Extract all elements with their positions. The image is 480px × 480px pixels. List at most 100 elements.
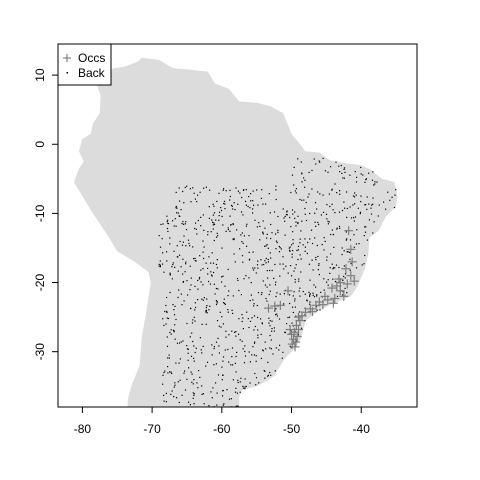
background-point — [232, 379, 234, 381]
background-point — [385, 208, 387, 210]
occurrence-point — [311, 300, 321, 310]
background-point — [179, 358, 181, 360]
background-point — [340, 164, 342, 167]
background-point — [162, 252, 164, 254]
background-point — [274, 370, 276, 372]
background-point — [182, 241, 184, 243]
background-point — [339, 171, 341, 173]
background-point — [217, 374, 220, 376]
background-point — [354, 192, 356, 194]
background-point — [290, 191, 292, 194]
background-point — [222, 275, 224, 277]
background-point — [237, 279, 239, 281]
background-point — [178, 187, 180, 189]
background-point — [341, 172, 343, 174]
background-point — [221, 215, 223, 218]
background-point — [329, 205, 331, 208]
background-point — [241, 340, 243, 342]
background-point — [344, 273, 347, 275]
background-point — [355, 181, 358, 183]
legend-back-marker — [66, 72, 68, 74]
background-point — [225, 230, 227, 232]
background-point — [249, 300, 251, 302]
background-point — [332, 233, 334, 236]
background-point — [294, 267, 296, 269]
background-point — [210, 274, 213, 276]
background-point — [185, 261, 187, 263]
background-point — [291, 306, 294, 308]
background-point — [275, 347, 277, 349]
background-point — [164, 370, 166, 372]
background-point — [199, 337, 201, 339]
background-point — [250, 193, 252, 195]
background-point — [374, 181, 376, 183]
background-point — [318, 263, 320, 265]
background-point — [203, 297, 205, 299]
background-point — [344, 171, 346, 173]
background-point — [224, 303, 226, 305]
background-point — [173, 330, 175, 332]
occurrence-point — [342, 279, 352, 289]
background-point — [285, 265, 287, 267]
background-point — [368, 219, 370, 221]
background-point — [260, 197, 262, 199]
background-point — [177, 270, 179, 272]
background-point — [350, 217, 353, 219]
south-america-landmass — [74, 57, 398, 407]
background-point — [313, 284, 315, 286]
background-point — [242, 317, 244, 319]
background-point — [248, 196, 250, 198]
background-point — [299, 287, 301, 289]
background-point — [196, 233, 198, 235]
background-point — [308, 263, 310, 265]
background-point — [346, 216, 348, 218]
background-point — [343, 168, 345, 170]
background-point — [182, 273, 184, 275]
background-point — [167, 372, 169, 374]
background-point — [230, 224, 232, 226]
background-point — [207, 231, 209, 233]
background-point — [219, 211, 221, 213]
y-tick-label: -20 — [33, 274, 47, 292]
background-point — [273, 211, 276, 213]
background-point — [301, 220, 303, 222]
background-point — [275, 295, 277, 298]
background-point — [283, 293, 285, 295]
background-point — [245, 189, 247, 191]
background-point — [309, 301, 311, 303]
background-point — [189, 245, 191, 247]
background-point — [271, 330, 273, 332]
background-point — [265, 257, 267, 260]
background-point — [194, 198, 196, 200]
background-point — [185, 263, 187, 265]
background-point — [172, 304, 174, 306]
background-point — [184, 186, 186, 189]
background-point — [289, 250, 291, 252]
occurrence-point — [293, 312, 303, 322]
background-point — [201, 298, 203, 300]
background-point — [314, 202, 317, 204]
background-point — [256, 304, 258, 307]
background-point — [299, 198, 301, 201]
background-point — [257, 316, 259, 319]
background-point — [393, 206, 396, 209]
background-point — [187, 294, 189, 296]
background-point — [261, 322, 263, 324]
background-point — [253, 315, 256, 317]
background-point — [268, 193, 270, 195]
background-point — [323, 237, 325, 239]
background-point — [223, 188, 225, 190]
background-point — [169, 371, 171, 373]
background-point — [298, 280, 300, 282]
background-point — [232, 295, 234, 297]
background-point — [283, 303, 285, 305]
background-point — [176, 245, 178, 247]
occurrence-point — [335, 278, 345, 288]
background-point — [193, 379, 195, 381]
background-point — [181, 394, 183, 396]
background-point — [182, 221, 184, 223]
axes: -80 -70 -60 -50 -40 10 0 -10 -20 -30 — [33, 68, 370, 436]
background-point — [264, 245, 266, 247]
background-point — [205, 309, 207, 311]
background-point — [166, 220, 168, 223]
